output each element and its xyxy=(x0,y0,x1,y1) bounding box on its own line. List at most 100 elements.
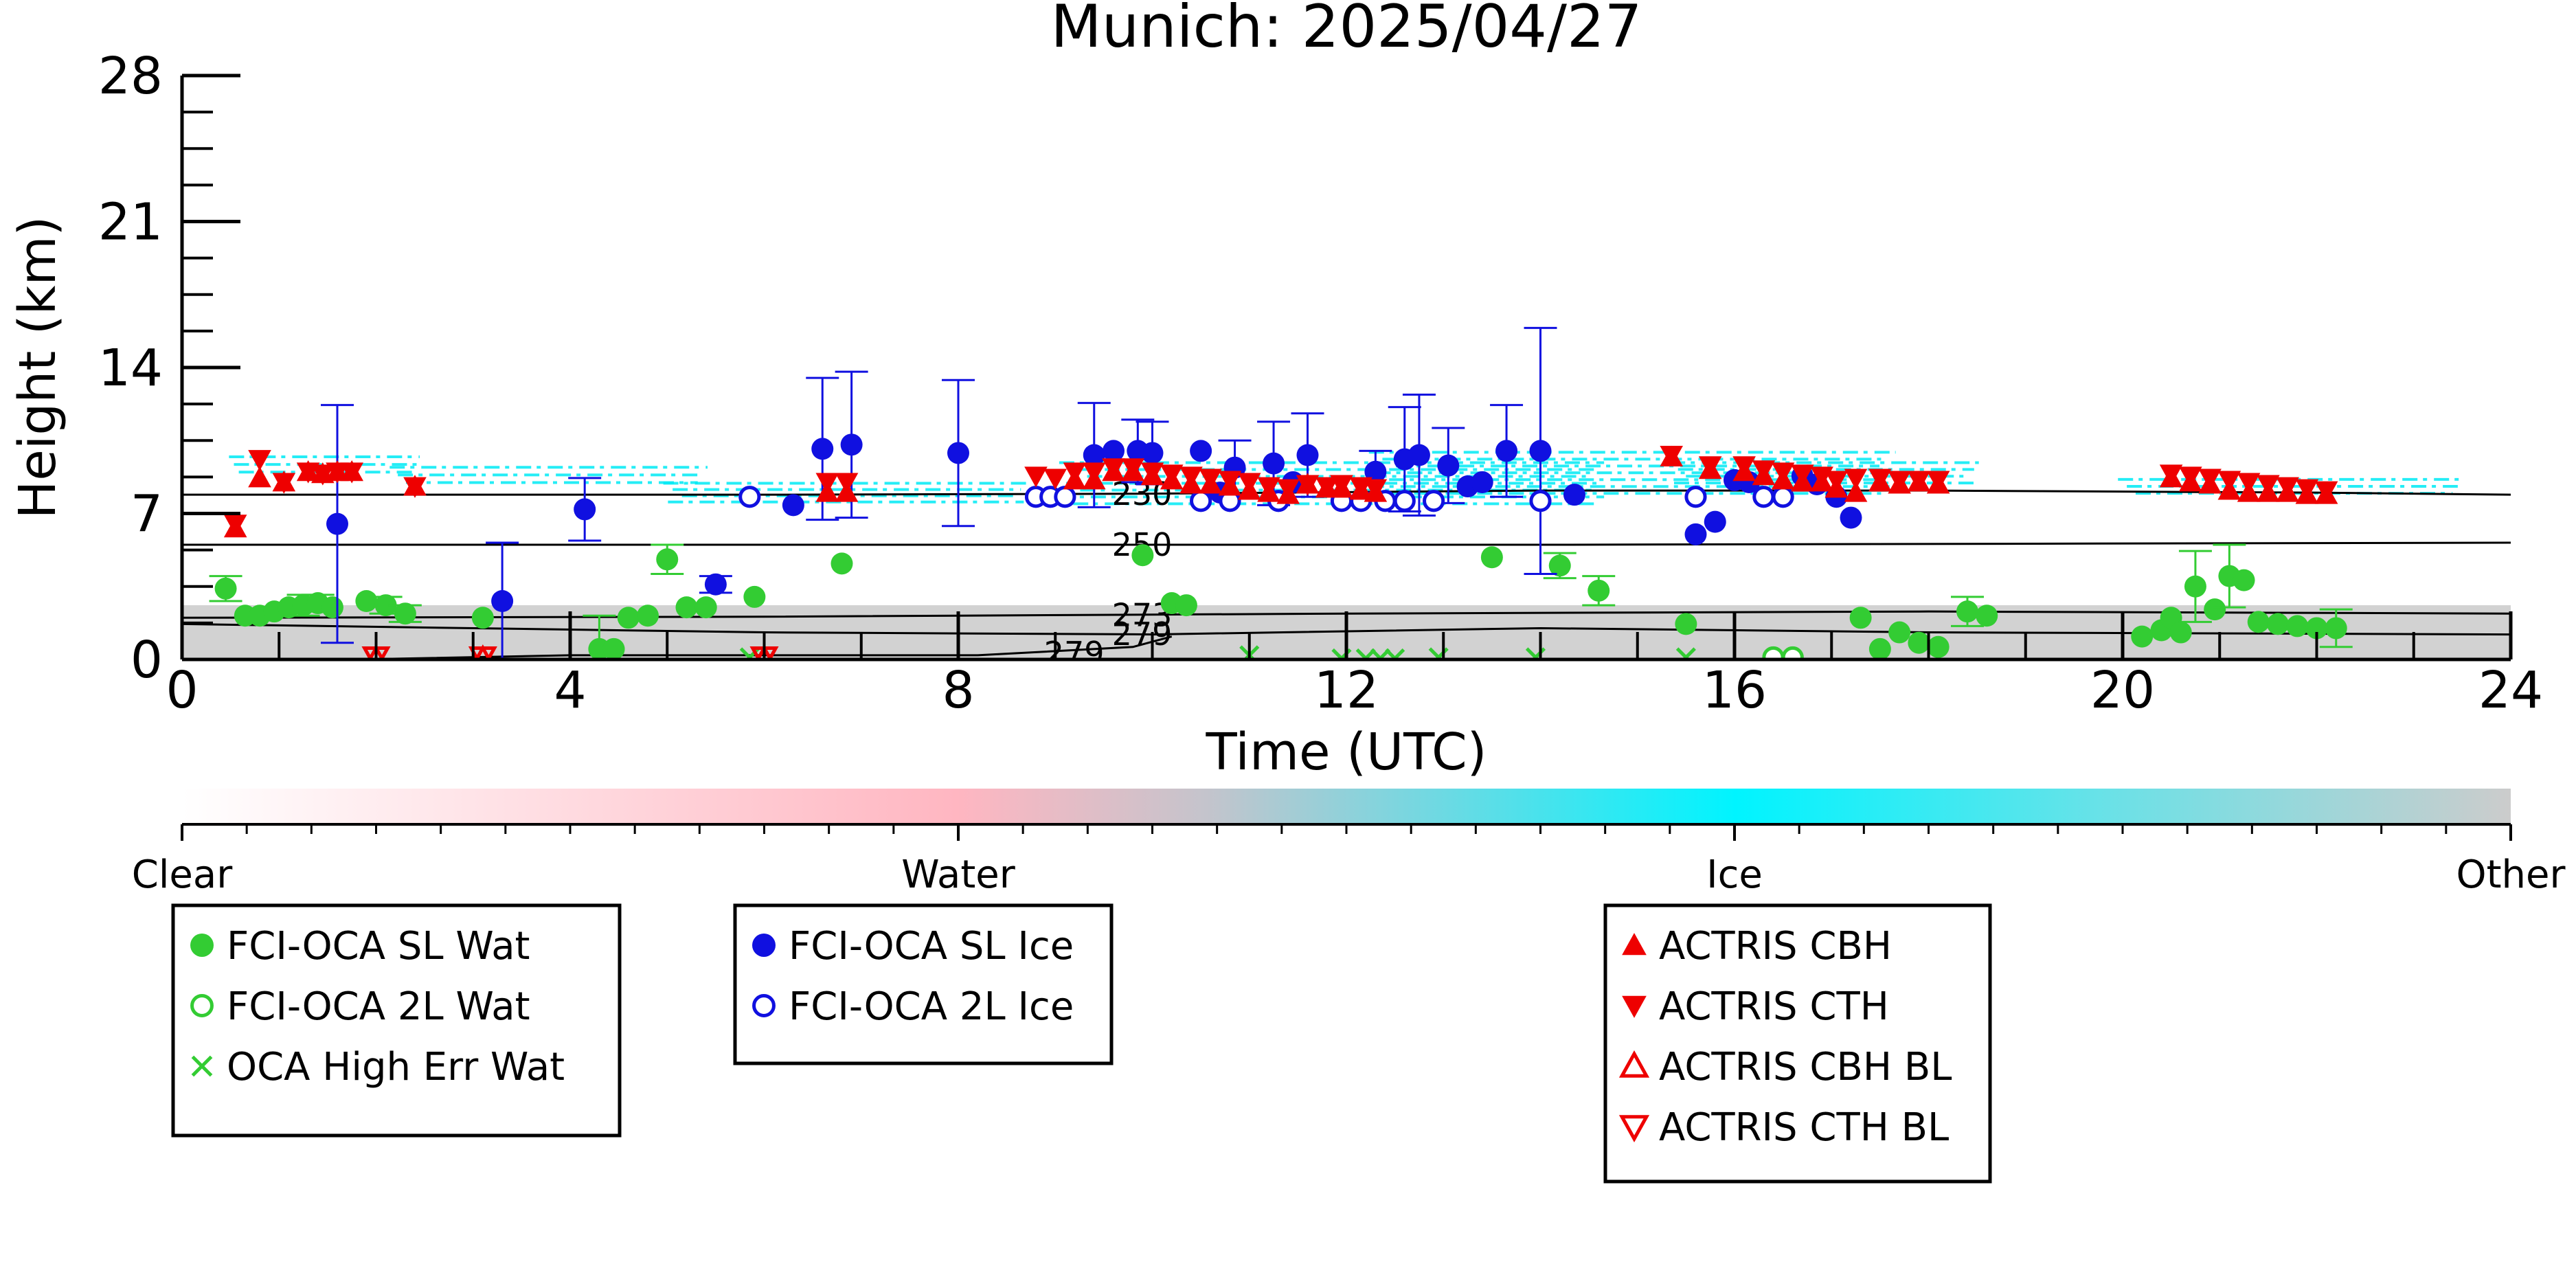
data-point xyxy=(1752,486,1775,508)
data-point xyxy=(617,607,640,629)
data-point xyxy=(1548,554,1571,577)
legend-label: FCI-OCA 2L Wat xyxy=(227,984,530,1029)
data-point xyxy=(394,602,416,625)
data-point xyxy=(1684,523,1707,545)
data-point xyxy=(1732,456,1756,477)
data-point xyxy=(1888,471,1911,492)
data-point xyxy=(1563,484,1585,506)
data-point xyxy=(1660,446,1683,467)
data-point xyxy=(1840,506,1862,529)
data-point xyxy=(2286,615,2309,637)
data-point xyxy=(248,466,271,488)
contour-label: 279 xyxy=(1044,635,1105,672)
y-tick-label: 28 xyxy=(98,47,163,106)
colorbar-label: Clear xyxy=(132,852,233,897)
ice-cloud-band xyxy=(389,466,708,484)
y-axis-label: Height (km) xyxy=(8,216,67,519)
data-point xyxy=(491,590,514,612)
data-point xyxy=(311,464,335,486)
data-point xyxy=(1063,462,1087,484)
x-tick-label: 8 xyxy=(942,661,974,720)
data-point xyxy=(1927,635,1950,658)
legend-entry: ACTRIS CBH BL xyxy=(1618,1045,1952,1089)
data-point xyxy=(835,473,859,494)
series-fci-oca-sl-wat xyxy=(209,543,2353,659)
legend-entry: ACTRIS CTH BL xyxy=(1618,1105,1949,1150)
data-point xyxy=(637,605,659,627)
data-point xyxy=(743,585,766,608)
data-point xyxy=(2237,473,2261,494)
data-point xyxy=(1907,471,1931,492)
x-tick-label: 16 xyxy=(1702,661,1767,720)
legends: FCI-OCA SL Wat FCI-OCA 2L Wat OCA High Err… xyxy=(171,903,1992,1184)
data-point xyxy=(782,494,804,517)
series-fci-oca-2l-wat xyxy=(1762,646,1804,659)
contour-line-279 xyxy=(357,635,1173,659)
data-point xyxy=(1844,468,1868,490)
data-point xyxy=(1675,647,1696,659)
legend-label: FCI-OCA SL Ice xyxy=(789,924,1074,969)
data-point xyxy=(214,577,237,600)
data-point xyxy=(1423,490,1445,512)
x-tick-label: 4 xyxy=(554,661,586,720)
data-point xyxy=(1296,444,1319,466)
data-point xyxy=(355,590,378,612)
data-point xyxy=(2184,575,2206,598)
data-point xyxy=(675,596,698,619)
contour-line-250 xyxy=(182,541,2511,546)
data-point xyxy=(947,442,969,464)
y-tick-label: 14 xyxy=(98,339,163,398)
data-point xyxy=(1257,477,1280,498)
data-point xyxy=(1175,594,1197,617)
chart-title: Munich: 2025/04/27 xyxy=(1051,0,1642,61)
data-point xyxy=(2247,611,2270,633)
data-point xyxy=(1315,477,1339,498)
data-point xyxy=(2131,625,2154,648)
y-tick-label: 0 xyxy=(131,631,163,690)
colorbar-label: Ice xyxy=(1706,852,1763,897)
data-point xyxy=(1844,481,1868,502)
legend-entry: FCI-OCA 2L Ice xyxy=(752,984,1074,1029)
data-point xyxy=(656,548,679,571)
data-point xyxy=(1529,440,1552,462)
data-point xyxy=(1141,442,1164,464)
data-point xyxy=(574,498,596,521)
contour-label: 279 xyxy=(1112,615,1173,653)
x-axis-label: Time (UTC) xyxy=(1205,723,1487,782)
data-point xyxy=(374,594,397,617)
data-point xyxy=(2267,613,2289,635)
data-point xyxy=(831,552,853,575)
data-point xyxy=(1199,468,1223,490)
legend-entry: OCA High Err Wat xyxy=(191,1045,565,1089)
data-point xyxy=(1868,637,1891,659)
data-point xyxy=(1102,458,1125,479)
data-point xyxy=(2179,466,2202,488)
data-point xyxy=(694,596,717,619)
data-point xyxy=(1237,473,1261,494)
legend-label: ACTRIS CTH BL xyxy=(1659,1105,1949,1150)
legend-marker xyxy=(752,994,776,1017)
data-point xyxy=(1276,479,1300,500)
legend-marker xyxy=(1618,1050,1650,1078)
data-point xyxy=(321,596,343,619)
data-point xyxy=(2217,471,2241,492)
data-point xyxy=(2305,617,2328,640)
data-point xyxy=(1824,471,1849,492)
data-point xyxy=(1263,452,1285,475)
legend-marker xyxy=(190,934,214,957)
legend-frame xyxy=(733,903,1114,1065)
data-point xyxy=(1160,464,1184,486)
legend-label: FCI-OCA SL Wat xyxy=(227,924,530,969)
data-point xyxy=(1675,613,1697,635)
data-point xyxy=(1868,468,1892,490)
legend-marker xyxy=(191,1055,213,1077)
legend-label: OCA High Err Wat xyxy=(227,1045,565,1089)
legend-label: ACTRIS CBH xyxy=(1659,924,1892,969)
data-point xyxy=(340,462,363,484)
x-tick-label: 24 xyxy=(2478,661,2543,720)
data-point xyxy=(1054,486,1076,508)
data-point xyxy=(1408,444,1430,466)
data-point xyxy=(1908,631,1930,654)
data-point xyxy=(1495,440,1518,462)
series-fci-oca-sl-ice xyxy=(321,326,1862,659)
